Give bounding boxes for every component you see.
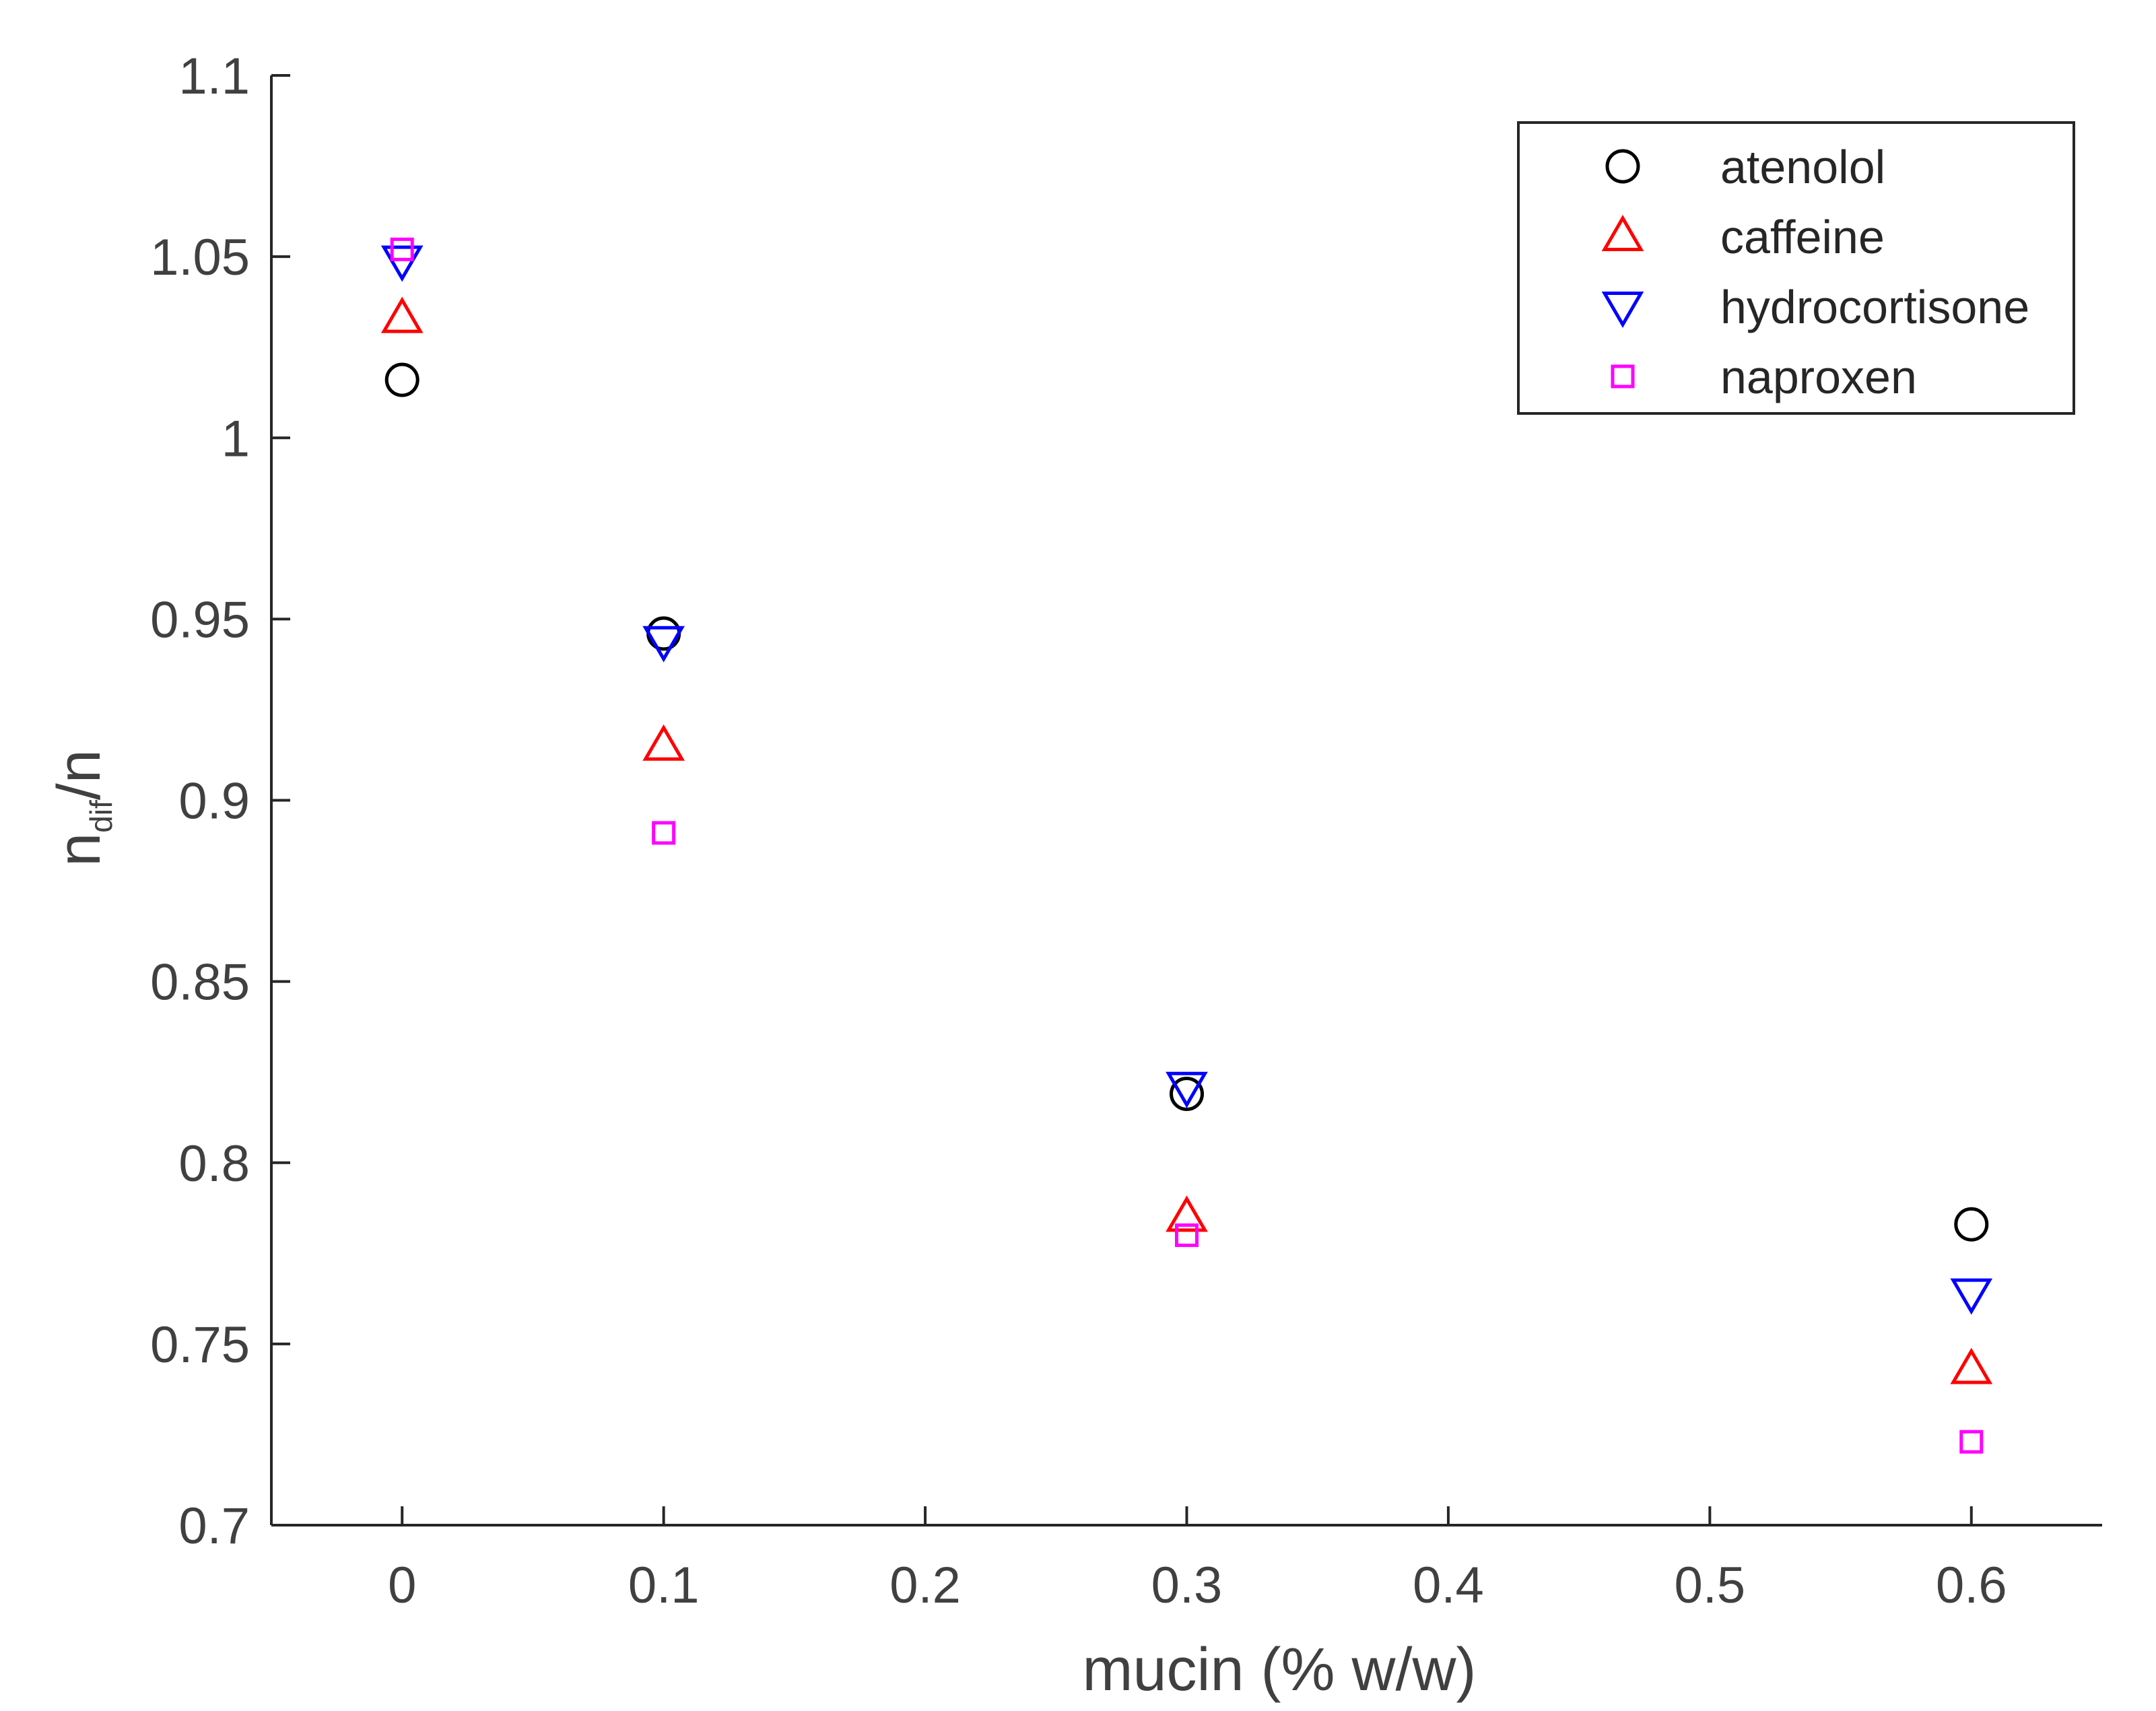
x-tick-label: 0.5 (1675, 1557, 1746, 1614)
x-tick-label: 0.1 (628, 1557, 700, 1614)
y-tick-label: 1 (222, 410, 250, 467)
data-points (380, 237, 1993, 1454)
legend-label-naproxen: naproxen (1720, 351, 1917, 403)
data-point-hydrocortisone (1950, 1278, 1993, 1315)
data-point-caffeine (380, 296, 424, 333)
data-point-caffeine (642, 724, 685, 761)
series-caffeine (380, 296, 1993, 1384)
x-tick-label: 0.2 (889, 1557, 961, 1614)
ticks: 0 0.1 0.2 0.3 0.4 0.5 0.6 0.7 0.75 0.8 0.85 0.9 0.95… (150, 48, 2007, 1614)
y-tick-label: 0.7 (178, 1498, 250, 1555)
y-tick-label: 0.75 (150, 1316, 250, 1374)
y-tick-label: 0.85 (150, 954, 250, 1011)
legend-marker-atenolol (1605, 149, 1640, 184)
y-axis-label-base: n (46, 833, 113, 867)
x-tick-label: 0.6 (1936, 1557, 2007, 1614)
y-tick-label: 1.05 (150, 229, 250, 286)
data-point-naproxen (652, 821, 676, 845)
y-axis-label: ndif/n (46, 749, 119, 867)
data-point-hydrocortisone (642, 626, 685, 663)
series-hydrocortisone (380, 245, 1993, 1315)
data-point-naproxen (1175, 1223, 1199, 1247)
data-point-hydrocortisone (1166, 1071, 1208, 1108)
legend: atenolol caffeine hydrocortisone naproxen (1517, 121, 2075, 415)
legend-label-atenolol: atenolol (1720, 141, 1885, 193)
data-point-atenolol (1170, 1076, 1204, 1111)
data-point-hydrocortisone (380, 245, 424, 282)
y-tick-label: 0.9 (178, 773, 250, 830)
x-tick-label: 0.3 (1151, 1557, 1223, 1614)
x-tick-label: 0.4 (1413, 1557, 1484, 1614)
x-axis-label: mucin (% w/w) (1082, 1636, 1476, 1704)
y-tick-label: 0.95 (150, 591, 250, 648)
series-atenolol (384, 362, 1989, 1242)
data-point-atenolol (384, 362, 419, 397)
legend-marker-naproxen (1611, 364, 1635, 389)
data-point-naproxen (1959, 1430, 1984, 1454)
legend-label-hydrocortisone: hydrocortisone (1720, 281, 2029, 333)
data-point-caffeine (1950, 1347, 1993, 1384)
legend-label-caffeine: caffeine (1720, 211, 1885, 263)
y-axis-label-suffix: /n (46, 749, 113, 800)
data-point-naproxen (390, 237, 414, 261)
y-tick-label: 0.8 (178, 1135, 250, 1193)
series-naproxen (390, 237, 1984, 1454)
data-point-atenolol (1954, 1207, 1989, 1242)
legend-marker-caffeine (1601, 215, 1644, 251)
x-tick-label: 0 (388, 1557, 416, 1614)
data-point-caffeine (1166, 1195, 1208, 1232)
y-tick-label: 1.1 (178, 48, 250, 105)
y-axis-label-subscript: dif (83, 800, 119, 833)
legend-marker-hydrocortisone (1601, 292, 1644, 328)
